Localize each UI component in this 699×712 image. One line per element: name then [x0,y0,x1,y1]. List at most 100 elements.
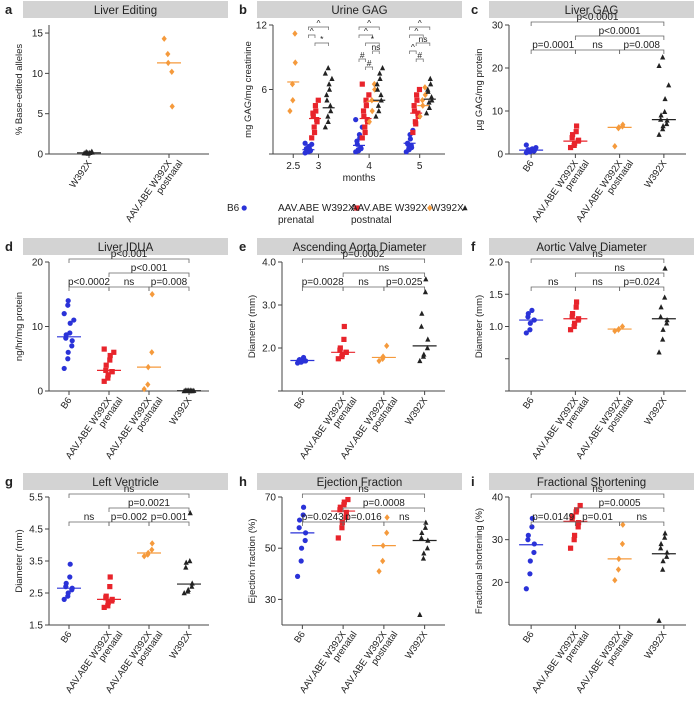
data-point-g [105,603,111,609]
data-point-d [69,338,75,344]
data-point-g [183,559,189,565]
panel-header-bg-b [257,1,462,18]
y-tick-label-i: 20 [492,578,504,589]
data-point-b [426,104,432,110]
data-point-e [422,289,429,295]
data-point-e [423,276,429,282]
panel-letter-b: b [239,2,247,17]
data-point-i [658,540,664,547]
x-tick-label-e: B6 [292,395,308,411]
data-point-b [353,117,359,123]
data-point-d [101,378,107,384]
comparison-bracket-i [530,493,665,498]
legend-label: AAV.ABE W392X [351,203,428,214]
data-point-e [300,354,307,361]
data-point-b [325,118,331,124]
data-point-g [103,593,109,599]
comparison-label-f: ns [548,277,559,288]
data-point-d [105,372,111,378]
x-tick-label-f: W392X [642,395,669,427]
data-point-f [525,311,531,317]
data-point-e [339,351,345,358]
data-point-h [300,512,306,518]
data-point-i [523,586,529,592]
data-point-c [658,112,664,118]
x-tick-label-g: W392X [168,629,195,661]
data-point-i [575,520,582,526]
data-point-i [658,545,664,551]
data-point-c [656,62,662,69]
data-point-b [412,119,418,125]
data-point-b [311,124,317,130]
data-point-d [69,343,75,349]
data-point-e [341,323,347,330]
data-point-g [107,584,113,590]
data-point-b [325,65,331,71]
data-point-h [339,520,345,526]
data-point-c [660,126,666,132]
comparison-label-h: ns [358,484,369,495]
data-point-f [660,336,666,342]
y-axis-label-b: mg GAG/mg creatinine [243,41,254,138]
data-point-c [612,143,618,150]
data-point-g [65,590,71,596]
y-axis-label-f: Diameter (mm) [474,295,485,358]
data-point-d [71,317,77,323]
data-point-g [189,583,195,589]
data-point-d [67,320,73,326]
x-tick-label-b: 3 [316,161,322,172]
data-point-e [335,356,341,362]
data-point-i [525,537,531,543]
data-point-h [335,535,341,541]
data-point-c [569,132,576,138]
data-point-e [417,357,423,364]
comparison-bracket-b [308,26,329,30]
comparison-label-b: # [360,50,365,60]
y-tick-label-h: 30 [265,595,277,606]
data-point-c [664,120,670,127]
data-point-c [567,144,574,151]
comparison-bracket-b [409,50,417,54]
panel-letter-h: h [239,474,247,489]
y-tick-label-a: 5 [37,109,43,120]
data-point-b [374,81,380,87]
comparison-bracket-b [409,34,424,38]
data-point-b [310,113,316,119]
data-point-b [292,59,298,66]
comparison-label-c: p<0.0001 [577,12,619,23]
comparison-bracket-h [383,521,426,526]
data-point-b [311,129,318,136]
y-tick-label-d: 20 [32,258,44,269]
data-point-c [573,123,580,129]
data-point-d [61,311,67,317]
data-point-b [364,117,370,123]
comparison-bracket-b [358,34,374,38]
comparison-bracket-d [148,286,190,291]
data-point-b [325,113,331,119]
x-tick-label-f: B6 [521,395,537,411]
x-tick-label-h: B6 [292,629,308,645]
panel-c: c Liver GAG 0 10 20 30 µg GAG/mg protein B6AAV.… [471,1,694,224]
data-point-b [326,86,333,92]
y-tick-label-e: 3.0 [262,301,276,312]
data-point-a [165,50,171,58]
data-point-e [425,336,431,342]
data-point-h [337,504,343,510]
data-point-g [101,604,107,610]
data-point-f [662,265,668,271]
panel-a: a Liver Editing 0 5 10 15 % Base-edited allele… [5,1,228,224]
data-point-b [362,129,368,136]
panel-header-bg-d [23,238,228,255]
comparison-bracket-g [148,521,190,526]
data-point-e [421,351,427,357]
data-point-f [656,349,662,355]
comparison-label-f: ns [614,263,625,274]
data-point-f [658,313,664,320]
data-point-a [169,103,175,110]
comparison-label-b: # [417,50,422,60]
data-point-f [573,304,579,310]
data-point-i [571,537,577,543]
comparison-label-h: p=0.0243 [302,512,344,523]
comparison-label-b: * [371,34,375,44]
data-point-b [375,102,382,108]
